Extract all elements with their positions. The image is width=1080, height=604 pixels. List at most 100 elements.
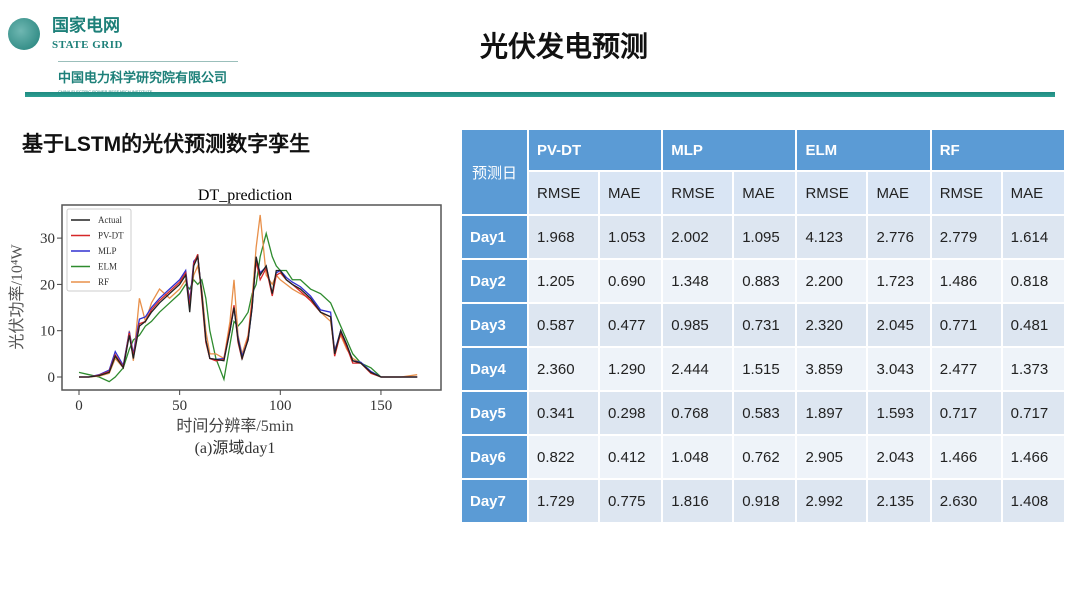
globe-logo-icon	[8, 18, 40, 50]
metric-cell: 1.614	[1002, 216, 1066, 260]
y-tick-label: 0	[48, 370, 56, 386]
metric-cell: 0.731	[734, 304, 798, 348]
table-row: Day7 1.729 0.775 1.816 0.918 2.992 2.135 2.630 1…	[462, 480, 1066, 524]
header-metric: RMSE	[797, 172, 869, 216]
metric-cell: 0.717	[931, 392, 1003, 436]
header-metric: RMSE	[931, 172, 1003, 216]
y-tick-label: 20	[40, 277, 55, 293]
metric-cell: 2.360	[529, 348, 600, 392]
metric-cell: 1.205	[529, 260, 600, 304]
metric-cell: 1.053	[599, 216, 664, 260]
metric-cell: 2.200	[797, 260, 869, 304]
metric-cell: 0.341	[529, 392, 600, 436]
table-row: Day4 2.360 1.290 2.444 1.515 3.859 3.043 2.477 1…	[462, 348, 1066, 392]
metric-cell: 0.768	[663, 392, 735, 436]
header-model: PV-DT	[529, 130, 664, 172]
header-metric: MAE	[1002, 172, 1066, 216]
metric-cell: 1.408	[1002, 480, 1066, 524]
metric-cell: 0.918	[734, 480, 798, 524]
header-forecast-day: 预测日	[462, 130, 529, 216]
metric-cell: 4.123	[797, 216, 869, 260]
metric-cell: 0.587	[529, 304, 600, 348]
legend-label: MLP	[98, 246, 117, 256]
day-label: Day1	[462, 216, 529, 260]
logo-divider	[58, 61, 238, 62]
metric-cell: 0.771	[931, 304, 1003, 348]
slide-title: 光伏发电预测	[480, 31, 649, 62]
legend-label: PV-DT	[98, 231, 124, 241]
metric-cell: 2.905	[797, 436, 869, 480]
metric-cell: 0.298	[599, 392, 664, 436]
metric-cell: 1.095	[734, 216, 798, 260]
header-metric: MAE	[734, 172, 798, 216]
table-row: Day2 1.205 0.690 1.348 0.883 2.200 1.723 1.486 0…	[462, 260, 1066, 304]
x-tick-label: 50	[172, 398, 187, 414]
metric-cell: 0.818	[1002, 260, 1066, 304]
institute-name-en: CHINA ELECTRIC POWER RESEARCH INSTITUTE	[58, 89, 152, 94]
chart-caption: (a)源域day1	[195, 439, 276, 457]
metric-cell: 0.477	[599, 304, 664, 348]
metric-cell: 2.135	[868, 480, 932, 524]
metric-cell: 2.045	[868, 304, 932, 348]
chart-title: DT_prediction	[198, 187, 292, 204]
prediction-chart: DT_prediction 0 50 100 150 0 10 20 30 Actual PV-…	[8, 187, 442, 457]
legend-label: Actual	[98, 215, 122, 225]
header-metric: RMSE	[663, 172, 735, 216]
metric-cell: 2.779	[931, 216, 1003, 260]
day-label: Day5	[462, 392, 529, 436]
metric-cell: 0.985	[663, 304, 735, 348]
x-tick-label: 0	[75, 398, 83, 414]
day-label: Day6	[462, 436, 529, 480]
metric-cell: 1.897	[797, 392, 869, 436]
metric-cell: 2.630	[931, 480, 1003, 524]
legend-label: RF	[98, 277, 109, 287]
table-row: Day5 0.341 0.298 0.768 0.583 1.897 1.593 0.717 0…	[462, 392, 1066, 436]
metric-cell: 0.583	[734, 392, 798, 436]
x-axis-label: 时间分辨率/5min	[176, 417, 293, 435]
metrics-table: 预测日 PV-DT MLP ELM RF RMSE MAE RMSE MAE RMSE M…	[462, 130, 1066, 524]
header-metric: RMSE	[529, 172, 600, 216]
metric-cell: 0.762	[734, 436, 798, 480]
org-name-en: STATE GRID	[52, 39, 123, 51]
metric-cell: 1.816	[663, 480, 735, 524]
header-model: RF	[931, 130, 1066, 172]
metric-cell: 1.593	[868, 392, 932, 436]
y-tick-label: 30	[40, 231, 55, 247]
day-label: Day7	[462, 480, 529, 524]
metric-cell: 0.481	[1002, 304, 1066, 348]
metric-cell: 0.412	[599, 436, 664, 480]
metric-cell: 1.968	[529, 216, 600, 260]
metric-cell: 2.992	[797, 480, 869, 524]
org-name-cn: 国家电网	[52, 16, 120, 35]
metric-cell: 1.290	[599, 348, 664, 392]
header-model: MLP	[663, 130, 798, 172]
metric-cell: 1.466	[931, 436, 1003, 480]
day-label: Day4	[462, 348, 529, 392]
metric-cell: 0.690	[599, 260, 664, 304]
metric-cell: 2.002	[663, 216, 735, 260]
metric-cell: 1.723	[868, 260, 932, 304]
y-axis-label: 光伏功率/10⁴W	[8, 244, 26, 350]
legend-box	[66, 208, 132, 292]
metric-cell: 2.320	[797, 304, 869, 348]
metric-cell: 2.477	[931, 348, 1003, 392]
table-row: Day1 1.968 1.053 2.002 1.095 4.123 2.776 2.779 1…	[462, 216, 1066, 260]
metric-cell: 0.822	[529, 436, 600, 480]
x-tick-label: 150	[370, 398, 393, 414]
metric-cell: 1.373	[1002, 348, 1066, 392]
metric-cell: 2.776	[868, 216, 932, 260]
table-row: Day6 0.822 0.412 1.048 0.762 2.905 2.043 1.466 1…	[462, 436, 1066, 480]
y-tick-label: 10	[40, 324, 55, 340]
x-tick-label: 100	[269, 398, 292, 414]
metric-cell: 1.466	[1002, 436, 1066, 480]
metric-cell: 1.729	[529, 480, 600, 524]
metric-cell: 1.486	[931, 260, 1003, 304]
table-row: Day3 0.587 0.477 0.985 0.731 2.320 2.045 0.771 0…	[462, 304, 1066, 348]
metric-cell: 1.348	[663, 260, 735, 304]
series-line-actual	[79, 254, 418, 378]
header-rule	[25, 92, 1055, 97]
metric-cell: 3.043	[868, 348, 932, 392]
header-model: ELM	[797, 130, 932, 172]
institute-name-cn: 中国电力科学研究院有限公司	[58, 70, 228, 85]
header-metric: MAE	[599, 172, 664, 216]
